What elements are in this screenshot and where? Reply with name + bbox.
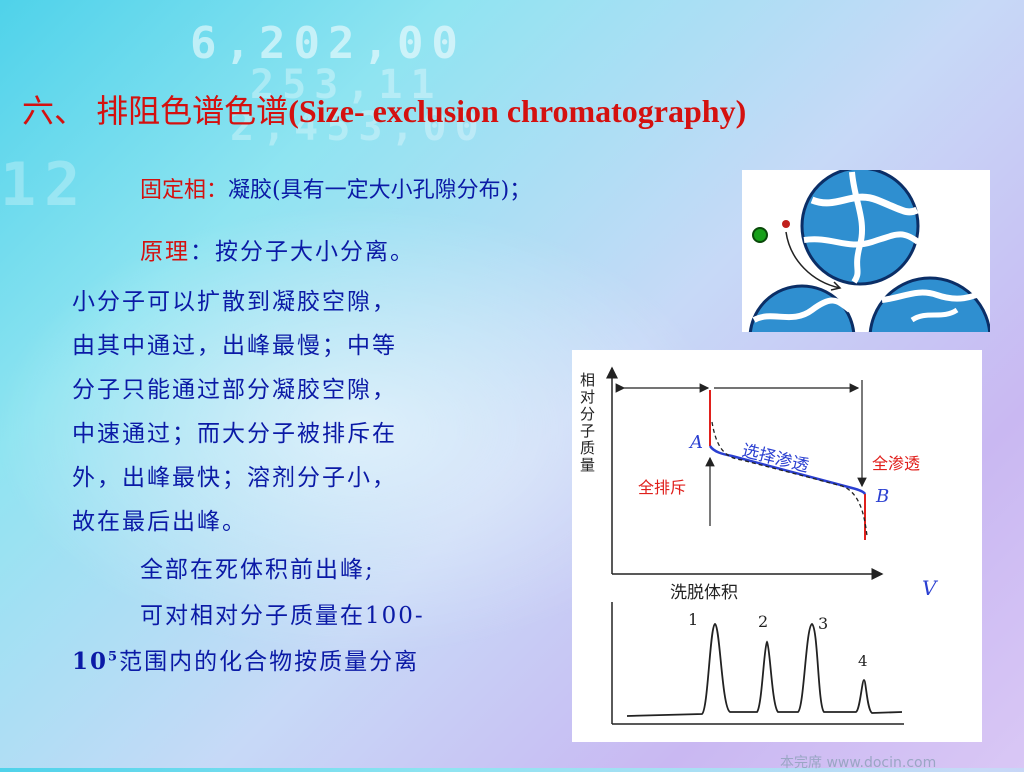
principle-body-line: 外，出峰最快；溶剂分子小， [72,465,397,491]
background-digits: 12 [0,150,89,220]
point-a-label: A [690,432,703,453]
note-dead-volume: 全部在死体积前出峰; [140,557,375,583]
footer-watermark: 本完席 www.docin.com [780,755,937,771]
stationary-phase-text: 凝胶(具有一定大小孔隙分布)； [228,178,532,203]
note-mass-range-text: 可对相对分子质量在100- [140,603,425,629]
background-digits: 253,11 [250,62,443,108]
principle-body-line: 分子只能通过部分凝胶空隙， [72,377,397,403]
principle-body-line: 故在最后出峰。 [72,509,247,535]
principle-line: 原理：按分子大小分离。 [140,232,415,266]
note-mass-range-line1: 可对相对分子质量在100- [140,596,425,630]
peak-label: 3 [818,614,829,633]
y-axis-label: 相对分子质量 [580,371,596,474]
point-b-label: B [876,486,890,507]
title-english: (Size- exclusion chromatography) [288,93,747,129]
note-mass-range-line2: 105范围内的化合物按质量分离 [72,642,419,676]
principle-text: ：按分子大小分离。 [190,239,415,265]
stationary-colon: ： [206,178,229,203]
note-power-base: 10 [72,648,109,675]
note-power-exponent: 5 [108,649,120,665]
large-molecule-dot [752,227,768,243]
full-exclusion-label: 全排斥 [638,478,687,497]
v-axis-symbol: V [922,576,937,600]
principle-body-line: 中速通过；而大分子被排斥在 [72,421,397,447]
peak-label: 2 [758,612,769,631]
gel-beads-illustration [742,170,990,332]
gel-bead [868,276,990,332]
peak-label: 1 [688,610,699,629]
selective-permeation-line [708,445,867,495]
gel-beads-svg [748,170,990,332]
background-digits: 2,453,00 [230,104,487,150]
calibration-diagram: 相对分子质量 洗脱体积 V A B 全排斥 选择渗透 全渗透 1 2 3 4 [572,350,982,742]
gel-bead [748,284,856,332]
principle-label: 原理 [140,239,190,265]
title-chinese: 六、 排阻色谱色谱 [22,92,289,130]
small-molecule-dot [782,220,790,228]
background-digits: 6,202,00 [190,18,466,69]
principle-body-line: 由其中通过，出峰最慢；中等 [72,333,397,359]
chromatogram-trace [626,623,903,717]
stationary-phase-label: 固定相 [140,178,207,203]
real-calibration-curve [711,421,868,537]
full-permeation-label: 全渗透 [872,454,921,473]
stationary-phase-line: 固定相：凝胶(具有一定大小孔隙分布)； [140,172,531,204]
x-axis-label: 洗脱体积 [670,583,738,603]
slide-title: 六、 排阻色谱色谱(Size- exclusion chromatography… [22,86,746,132]
peak-label: 4 [858,652,868,670]
principle-body-line: 小分子可以扩散到凝胶空隙， [72,289,397,315]
note-mass-range-text2: 范围内的化合物按质量分离 [119,649,420,675]
calibration-svg [606,366,904,725]
